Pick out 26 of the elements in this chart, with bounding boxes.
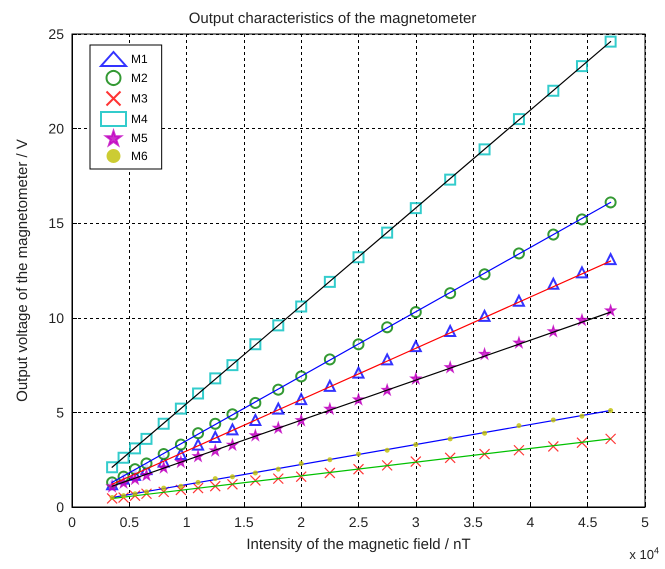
y-axis-title: Output voltage of the magnetometer / V [14,139,31,402]
x-tick-label: 5 [641,514,650,530]
legend-label: M5 [131,131,148,145]
legend-label: M6 [131,149,148,163]
y-tick-label: 10 [48,310,64,326]
chart-title: Output characteristics of the magnetometer [188,10,476,27]
x-tick-label: 1 [182,514,191,530]
x-tick-label: 3.5 [463,514,484,530]
x-tick-label: 0 [68,514,76,530]
x-tick-label: 1.5 [234,514,254,530]
y-tick-label: 15 [48,215,64,232]
x-tick-label: 2 [297,514,306,530]
x-axis-title: Intensity of the magnetic field / nT [246,536,471,553]
x-tick-label: 0.5 [120,514,140,530]
x-tick-label: 2.5 [348,514,368,530]
legend-label: M1 [131,52,148,66]
legend-label: M3 [131,92,148,106]
y-tick-label: 25 [48,26,64,42]
legend-label: M2 [131,71,148,85]
legend-label: M4 [131,112,148,126]
y-tick-label: 0 [56,499,64,515]
y-tick-label: 5 [56,404,64,420]
x-tick-label: 4 [526,514,534,530]
x-tick-label: 3 [412,514,420,530]
y-tick-label: 20 [48,120,64,137]
x-tick-label: 4.5 [578,514,598,530]
